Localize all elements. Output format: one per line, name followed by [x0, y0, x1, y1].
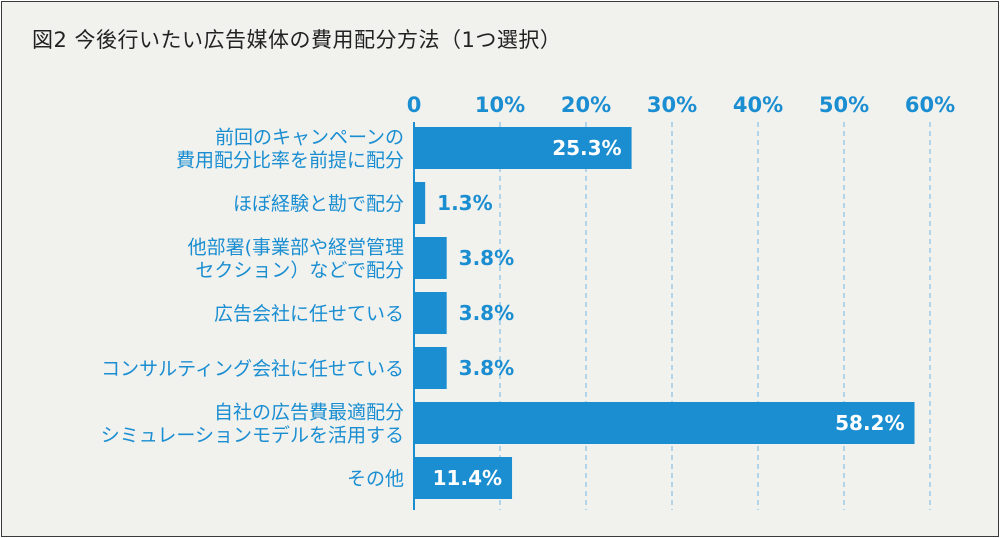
bar [414, 457, 513, 499]
bar [414, 347, 447, 389]
data-label: 11.4% [433, 466, 502, 490]
x-tick-label: 40% [733, 93, 783, 117]
bar [414, 182, 426, 224]
category-label: 前回のキャンペーンの [215, 127, 404, 149]
x-tick-label: 30% [647, 93, 697, 117]
category-label: コンサルティング会社に任せている [101, 358, 404, 380]
data-label: 25.3% [552, 136, 621, 160]
category-label: 費用配分比率を前提に配分 [176, 150, 404, 172]
data-label: 3.8% [459, 246, 514, 270]
category-label: 自社の広告費最適配分 [214, 402, 404, 424]
data-label: 3.8% [459, 301, 514, 325]
bar [414, 127, 632, 169]
data-label: 3.8% [459, 356, 514, 380]
x-tick-label: 50% [819, 93, 869, 117]
bar [414, 402, 915, 444]
data-label: 58.2% [835, 411, 904, 435]
category-label: ほぼ経験と勘で配分 [233, 193, 404, 215]
category-label: シミュレーションモデルを活用する [101, 425, 404, 447]
bar [414, 292, 447, 334]
data-label: 1.3% [437, 191, 492, 215]
x-tick-label: 0 [407, 93, 422, 117]
x-tick-label: 20% [561, 93, 611, 117]
category-label: その他 [347, 468, 404, 490]
x-tick-label: 60% [905, 93, 955, 117]
category-label: 他部署(事業部や経営管理 [188, 237, 404, 259]
x-tick-label: 10% [475, 93, 525, 117]
chart-title: 図2 今後行いたい広告媒体の費用配分方法（1つ選択） [32, 28, 562, 52]
category-label: 広告会社に任せている [214, 303, 404, 325]
bar [414, 237, 447, 279]
category-label: セクション）などで配分 [195, 260, 404, 282]
